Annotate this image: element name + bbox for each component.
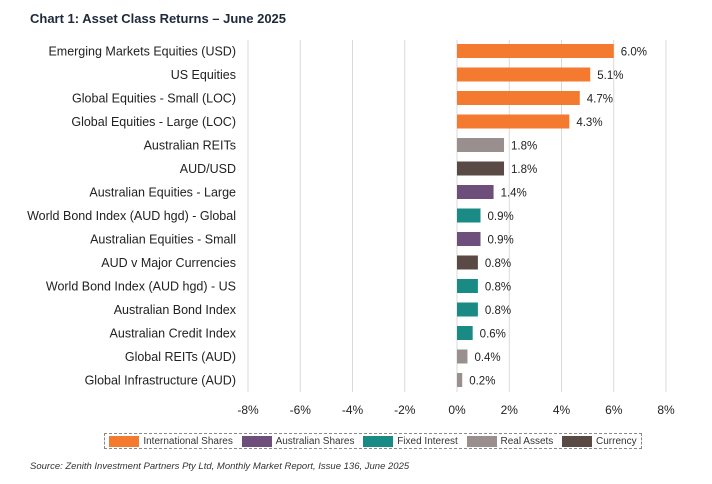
category-label: World Bond Index (AUD hgd) - US <box>46 280 236 294</box>
x-tick-label: -8% <box>237 403 259 417</box>
data-label: 4.3% <box>576 117 602 129</box>
legend-item: Currency <box>562 435 637 447</box>
data-label: 0.4% <box>474 352 500 364</box>
data-label: 0.8% <box>485 258 511 270</box>
legend-label: Fixed Interest <box>397 435 458 447</box>
bar <box>457 114 570 129</box>
data-label: 6.0% <box>621 47 647 59</box>
data-label: 5.1% <box>597 70 623 82</box>
data-label: 0.2% <box>469 376 495 388</box>
legend-item: Fixed Interest <box>363 435 458 447</box>
data-label: 1.8% <box>511 141 537 153</box>
bar <box>457 302 478 317</box>
bar <box>457 349 468 364</box>
data-label: 0.8% <box>485 282 511 294</box>
bar <box>457 208 481 223</box>
legend-label: Currency <box>596 435 637 447</box>
legend-item: Real Assets <box>466 435 554 447</box>
legend-swatch <box>241 435 272 447</box>
legend-swatch <box>363 435 394 447</box>
category-label: Global REITs (AUD) <box>125 350 236 364</box>
data-label: 0.9% <box>488 235 514 247</box>
bar <box>457 232 481 246</box>
data-label: 0.6% <box>480 329 506 341</box>
value-labels: 6.0% 5.1% 4.7% 4.3% 1.8% 1.8% 1.4% 0.9% 0.9% 0.8%… <box>469 47 647 388</box>
x-tick-label: -4% <box>342 403 364 417</box>
bar <box>457 44 614 58</box>
category-label: AUD/USD <box>180 162 236 176</box>
x-tick-label: 0% <box>448 403 466 417</box>
legend-swatch <box>466 435 497 447</box>
bar <box>457 185 494 199</box>
bar <box>457 255 478 270</box>
category-label: Australian Bond Index <box>114 303 237 317</box>
category-label: Global Equities - Small (LOC) <box>72 92 236 106</box>
legend-item: Australian Shares <box>241 435 355 447</box>
bar <box>457 138 505 152</box>
category-label: Global Infrastructure (AUD) <box>85 374 236 388</box>
category-label: Australian REITs <box>144 139 236 153</box>
bar <box>457 279 478 293</box>
category-label: AUD v Major Currencies <box>101 256 236 270</box>
category-label: Australian Equities - Small <box>90 233 236 247</box>
bar <box>457 161 505 176</box>
x-tick-label: 8% <box>657 403 675 417</box>
category-label: Global Equities - Large (LOC) <box>71 115 236 129</box>
x-tick-label: -6% <box>290 403 312 417</box>
data-label: 4.7% <box>587 94 613 106</box>
bar-chart: Emerging Markets Equities (USD) US Equiti… <box>27 40 675 417</box>
x-tick-label: 6% <box>605 403 623 417</box>
x-tick-label: 2% <box>501 403 519 417</box>
category-labels: Emerging Markets Equities (USD) US Equiti… <box>27 45 237 388</box>
legend-swatch <box>562 435 593 447</box>
bar <box>457 373 463 387</box>
bar <box>457 91 580 105</box>
category-label: Australian Equities - Large <box>89 186 236 200</box>
legend-label: International Shares <box>143 435 233 447</box>
legend: International Shares Australian Shares Fix… <box>104 433 642 449</box>
bar <box>457 67 591 82</box>
legend-swatch <box>109 435 140 447</box>
data-label: 1.4% <box>501 188 527 200</box>
legend-item: International Shares <box>109 435 233 447</box>
data-label: 0.8% <box>485 305 511 317</box>
bars <box>457 44 614 387</box>
x-tick-label: -2% <box>394 403 416 417</box>
bar <box>457 326 473 340</box>
source-note: Source: Zenith Investment Partners Pty L… <box>30 461 410 472</box>
data-label: 0.9% <box>488 211 514 223</box>
category-label: Emerging Markets Equities (USD) <box>48 45 236 59</box>
legend-label: Real Assets <box>500 435 554 447</box>
chart-title: Chart 1: Asset Class Returns – June 2025 <box>30 11 287 26</box>
legend-label: Australian Shares <box>275 435 355 447</box>
category-label: US Equities <box>171 68 236 82</box>
x-tick-label: 4% <box>553 403 571 417</box>
data-label: 1.8% <box>511 164 537 176</box>
category-label: Australian Credit Index <box>110 327 237 341</box>
category-label: World Bond Index (AUD hgd) - Global <box>27 209 236 223</box>
x-axis-ticks: -8% -6% -4% -2% 0% 2% 4% 6% 8% <box>237 403 675 417</box>
